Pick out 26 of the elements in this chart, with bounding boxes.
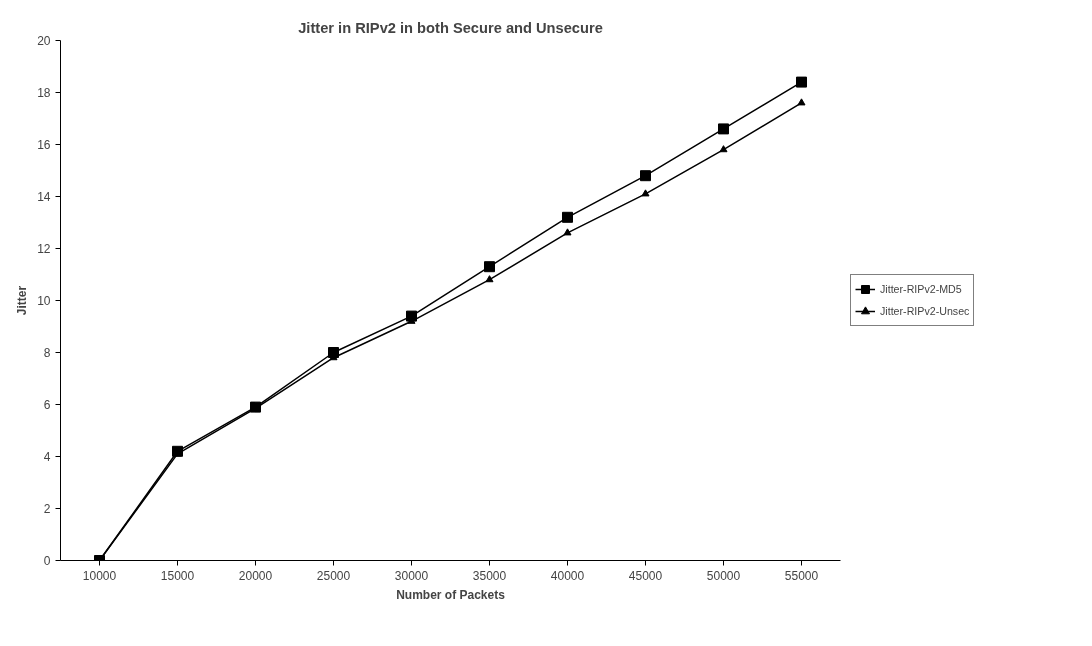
y-tick-label: 8	[43, 346, 51, 360]
y-tick-label: 4	[43, 450, 51, 464]
x-tick-label: 40000	[550, 568, 585, 583]
x-tick-label: 35000	[472, 568, 507, 583]
legend-label: Jitter-RIPv2-Unsec	[880, 305, 970, 317]
chart-title: Jitter in RIPv2 in both Secure and Unsecure	[298, 19, 603, 36]
y-tick-label: 20	[37, 34, 51, 48]
y-tick-label: 2	[43, 502, 51, 516]
y-tick-label: 6	[43, 398, 51, 412]
x-tick-label: 10000	[82, 568, 117, 583]
y-tick-label: 14	[37, 190, 51, 204]
x-tick-label: 25000	[316, 568, 351, 583]
x-tick-label: 30000	[394, 568, 429, 583]
y-tick-label: 16	[37, 138, 51, 152]
x-tick-label: 50000	[706, 568, 741, 583]
x-axis-title: Number of Packets	[396, 587, 506, 602]
legend-label: Jitter-RIPv2-MD5	[880, 283, 962, 295]
y-tick-label: 10	[37, 294, 51, 308]
x-tick-label: 55000	[784, 568, 819, 583]
x-tick-label: 15000	[160, 568, 195, 583]
y-tick-label: 0	[43, 554, 51, 568]
y-tick-label: 12	[37, 242, 51, 256]
x-tick-label: 45000	[628, 568, 663, 583]
y-axis-title: Jitter	[15, 285, 30, 316]
y-tick-label: 18	[37, 86, 51, 100]
x-tick-label: 20000	[238, 568, 273, 583]
